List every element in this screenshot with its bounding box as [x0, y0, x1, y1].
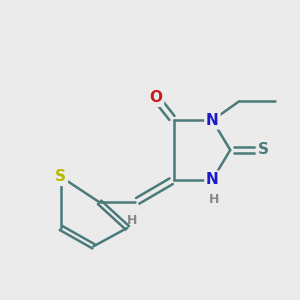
Text: S: S: [257, 142, 268, 158]
Text: H: H: [127, 214, 137, 227]
Text: H: H: [208, 193, 219, 206]
Text: N: N: [206, 172, 219, 187]
Text: N: N: [206, 113, 219, 128]
Text: O: O: [149, 90, 162, 105]
Text: S: S: [55, 169, 66, 184]
